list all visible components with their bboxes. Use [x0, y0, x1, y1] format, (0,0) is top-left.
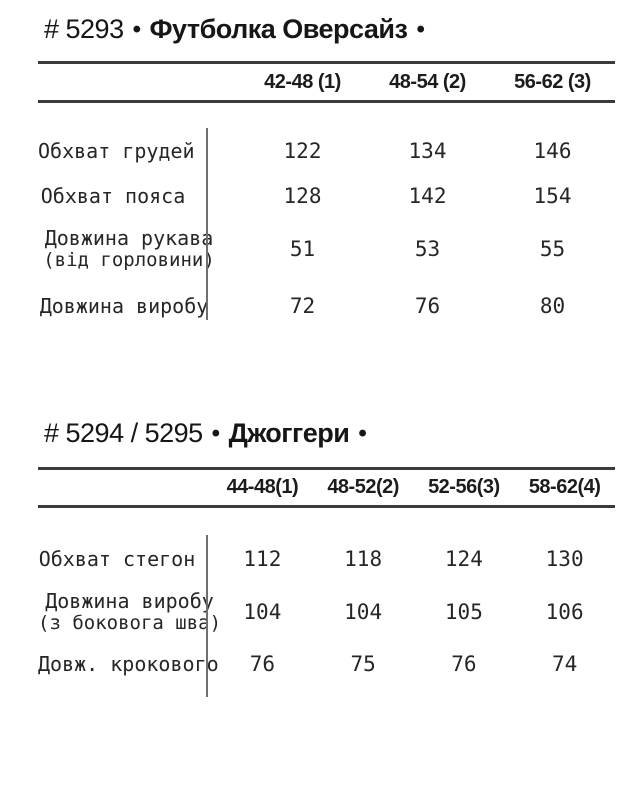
row-label: Обхват грудей [38, 138, 195, 163]
column-header: 42-48 (1) [264, 70, 341, 93]
cell-value: 51 [289, 237, 316, 261]
horizontal-rule-bottom [38, 505, 615, 508]
row-label: Обхват пояса [40, 183, 186, 208]
row-sublabel: (з боковога шва) [38, 611, 222, 634]
cell-value: 124 [444, 547, 483, 571]
cell-value: 128 [283, 184, 322, 208]
row-label: Довжина виробу (з боковога шва) [38, 589, 222, 634]
cell-value: 106 [545, 600, 584, 624]
product-number: # 5294 / 5295 [44, 418, 203, 448]
cell-value: 76 [414, 294, 441, 318]
bullet-separator: • [416, 16, 425, 43]
cell-value: 75 [350, 652, 376, 676]
cell-value: 146 [533, 139, 572, 163]
size-columns-header: 42-48 (1) 48-54 (2) 56-62 (3) [38, 64, 615, 100]
horizontal-rule-top [38, 467, 615, 470]
product-name: Джоггери [228, 418, 350, 448]
table-row: Довжина рукава (від горловини) 51 53 55 [38, 217, 615, 281]
cell-value: 112 [243, 547, 282, 571]
table-row: Обхват пояса 128 142 154 [38, 175, 615, 217]
tshirt-size-table: # 5293 • Футболка Оверсайз • 42-48 (1) 48-5… [38, 0, 615, 340]
cell-value: 53 [414, 237, 441, 261]
tshirt-table-title: # 5293 • Футболка Оверсайз • [44, 14, 433, 45]
cell-value: 55 [539, 237, 566, 261]
cell-value: 130 [545, 547, 584, 571]
cell-value: 122 [283, 139, 322, 163]
horizontal-rule-bottom [38, 100, 615, 103]
cell-value: 76 [249, 652, 276, 676]
cell-value: 76 [451, 652, 477, 676]
cell-value: 104 [344, 600, 383, 624]
column-header: 44-48(1) [226, 476, 299, 498]
column-header: 52-56(3) [428, 476, 500, 498]
row-label: Довж. крокового [38, 651, 219, 676]
table-row: Довж. крокового 76 75 76 74 [38, 640, 615, 688]
bullet-separator: • [358, 420, 367, 447]
row-label: Довжина рукава (від горловини) [38, 227, 220, 271]
table-row: Довжина виробу (з боковога шва) 104 104 … [38, 584, 615, 640]
joggers-table-body: Обхват стегон 112 118 124 130 Довжина ви… [38, 508, 615, 697]
row-label: Довжина виробу [39, 293, 209, 318]
bullet-separator: • [132, 16, 141, 43]
column-header: 48-54 (2) [389, 70, 466, 93]
product-number: # 5293 [44, 14, 124, 44]
cell-value: 142 [408, 184, 447, 208]
tshirt-table-body: Обхват грудей 122 134 146 Обхват пояса 1… [38, 103, 615, 331]
cell-value: 134 [408, 139, 447, 163]
column-header: 48-52(2) [327, 476, 399, 498]
column-header: 56-62 (3) [514, 70, 591, 93]
cell-value: 118 [344, 547, 383, 571]
joggers-table-title: # 5294 / 5295 • Джоггери • [44, 418, 375, 449]
cell-value: 72 [289, 294, 316, 318]
cell-value: 154 [533, 184, 572, 208]
table-row: Обхват грудей 122 134 146 [38, 127, 615, 175]
bullet-separator: • [211, 420, 220, 447]
column-header: 58-62(4) [528, 476, 601, 498]
joggers-size-table: # 5294 / 5295 • Джоггери • 44-48(1) 48-52(2… [38, 0, 615, 800]
column-divider [206, 535, 208, 697]
size-columns-header: 44-48(1) 48-52(2) 52-56(3) 58-62(4) [38, 470, 615, 505]
table-row: Обхват стегон 112 118 124 130 [38, 534, 615, 584]
horizontal-rule-top [38, 61, 615, 64]
column-divider [206, 128, 208, 320]
cell-value: 80 [539, 294, 566, 318]
cell-value: 105 [444, 600, 483, 624]
table-row: Довжина виробу 72 76 80 [38, 281, 615, 331]
product-name: Футболка Оверсайз [149, 14, 408, 44]
cell-value: 74 [551, 652, 578, 676]
row-label: Обхват стегон [38, 546, 196, 571]
row-sublabel: (від горловини) [43, 248, 215, 271]
cell-value: 104 [243, 600, 282, 624]
